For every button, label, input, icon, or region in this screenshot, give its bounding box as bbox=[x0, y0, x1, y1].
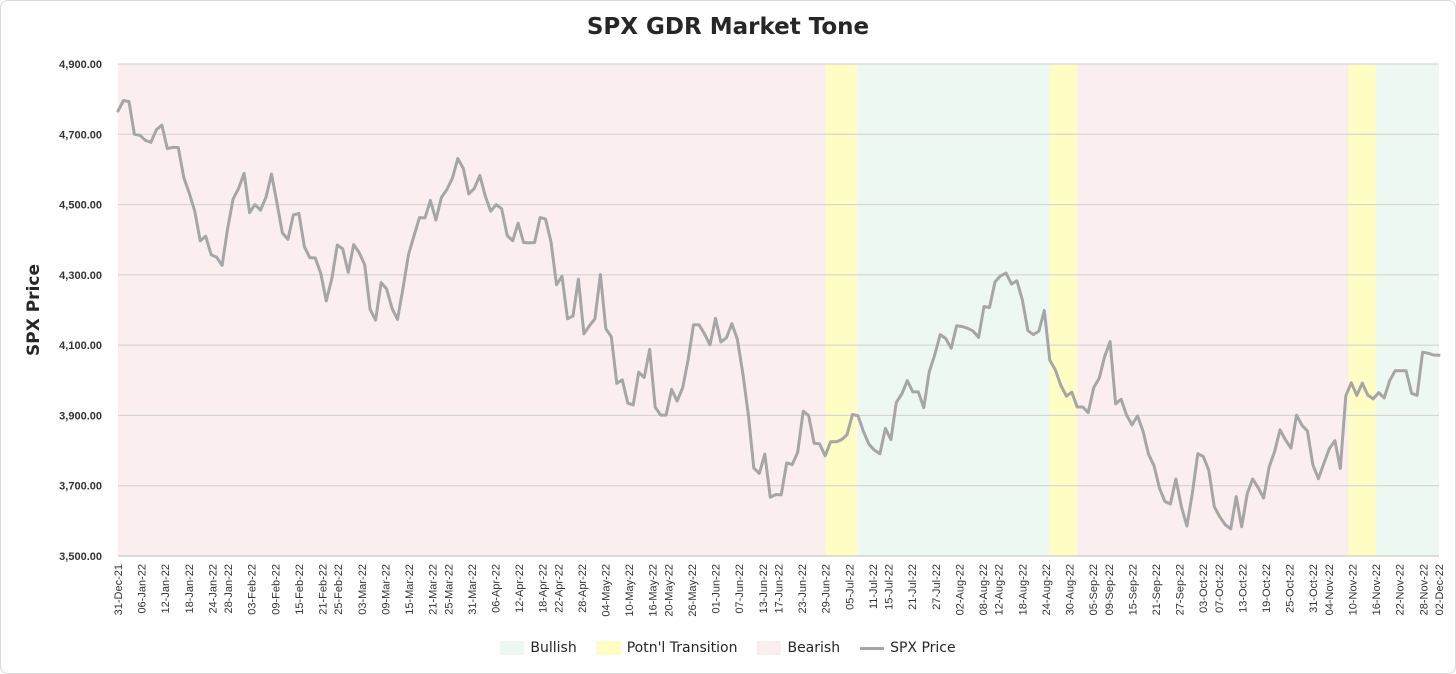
x-tick-label: 03-Oct-22 bbox=[1198, 564, 1210, 613]
x-tick-label: 31-Dec-21 bbox=[113, 564, 125, 615]
x-tick-label: 03-Feb-22 bbox=[247, 564, 259, 615]
x-tick-label: 18-Aug-22 bbox=[1017, 564, 1029, 615]
tone-regions bbox=[118, 64, 1439, 556]
x-tick-label: 02-Aug-22 bbox=[954, 564, 966, 615]
x-tick-label: 21-Sep-22 bbox=[1151, 564, 1163, 615]
x-tick-label: 02-Dec-22 bbox=[1434, 564, 1446, 615]
tone-region-bearish bbox=[118, 64, 826, 556]
x-axis-ticks: 31-Dec-21 06-Jan-22 12-Jan-22 18-Jan-22 24-J… bbox=[113, 564, 1446, 617]
x-tick-label: 13-Jun-22 bbox=[758, 564, 770, 614]
x-tick-label: 11-Jul-22 bbox=[868, 564, 880, 609]
x-tick-label: 27-Sep-22 bbox=[1175, 564, 1187, 615]
y-tick-label: 4,900.00 bbox=[59, 59, 102, 71]
x-tick-label: 21-Mar-22 bbox=[428, 564, 440, 615]
x-tick-label: 13-Oct-22 bbox=[1237, 564, 1249, 613]
x-tick-label: 28-Jan-22 bbox=[223, 564, 235, 614]
x-tick-label: 06-Apr-22 bbox=[490, 564, 502, 613]
x-tick-label: 06-Jan-22 bbox=[137, 564, 149, 614]
x-tick-label: 15-Mar-22 bbox=[404, 564, 416, 615]
legend-item-spx-price: SPX Price bbox=[860, 640, 956, 656]
x-tick-label: 05-Jul-22 bbox=[844, 564, 856, 610]
y-tick-label: 4,700.00 bbox=[59, 129, 102, 141]
x-tick-label: 09-Feb-22 bbox=[270, 564, 282, 615]
x-tick-label: 09-Mar-22 bbox=[380, 564, 392, 615]
x-tick-label: 17-Jun-22 bbox=[774, 564, 786, 614]
y-tick-label: 4,300.00 bbox=[59, 270, 102, 282]
x-tick-label: 04-May-22 bbox=[601, 564, 613, 617]
x-tick-label: 18-Jan-22 bbox=[184, 564, 196, 614]
series-layer bbox=[116, 99, 1441, 531]
tone-region-bullish bbox=[857, 64, 1050, 556]
series-line-spx-price bbox=[116, 99, 1441, 531]
y-tick-label: 3,500.00 bbox=[59, 551, 102, 563]
x-tick-label: 26-May-22 bbox=[687, 564, 699, 617]
x-tick-label: 21-Jul-22 bbox=[907, 564, 919, 610]
x-tick-label: 12-Aug-22 bbox=[994, 564, 1006, 615]
x-tick-label: 10-May-22 bbox=[624, 564, 636, 617]
tone-region-bullish bbox=[1376, 64, 1439, 556]
x-tick-label: 25-Oct-22 bbox=[1285, 564, 1297, 613]
x-tick-label: 07-Oct-22 bbox=[1214, 564, 1226, 613]
chart-title: SPX GDR Market Tone bbox=[586, 14, 870, 40]
x-tick-label: 01-Jun-22 bbox=[711, 564, 723, 614]
x-tick-label: 25-Feb-22 bbox=[333, 564, 345, 615]
x-tick-label: 24-Aug-22 bbox=[1041, 564, 1053, 615]
x-tick-label: 31-Mar-22 bbox=[467, 564, 479, 615]
tone-region-potn-l-transition bbox=[825, 64, 858, 556]
x-tick-label: 15-Sep-22 bbox=[1127, 564, 1139, 615]
x-tick-label: 20-May-22 bbox=[663, 564, 675, 617]
x-tick-label: 15-Feb-22 bbox=[294, 564, 306, 615]
legend: Bullish Potn'l Transition Bearish SPX Pr… bbox=[0, 640, 1456, 656]
legend-swatch-bearish bbox=[757, 641, 782, 655]
legend-item-transition: Potn'l Transition bbox=[596, 640, 738, 656]
x-tick-label: 12-Jan-22 bbox=[160, 564, 172, 614]
x-tick-label: 03-Mar-22 bbox=[357, 564, 369, 615]
x-tick-label: 22-Apr-22 bbox=[553, 564, 565, 613]
x-tick-label: 24-Jan-22 bbox=[207, 564, 219, 614]
x-tick-label: 25-Mar-22 bbox=[443, 564, 455, 615]
x-tick-label: 21-Feb-22 bbox=[317, 564, 329, 615]
y-tick-label: 3,700.00 bbox=[59, 481, 102, 493]
tone-region-bearish bbox=[1077, 64, 1349, 556]
x-tick-label: 15-Jul-22 bbox=[884, 564, 896, 610]
x-tick-label: 18-Apr-22 bbox=[538, 564, 550, 613]
tone-region-potn-l-transition bbox=[1348, 64, 1377, 556]
grid-lines bbox=[118, 63, 1439, 557]
y-tick-label: 4,100.00 bbox=[59, 340, 102, 352]
x-tick-label: 31-Oct-22 bbox=[1308, 564, 1320, 613]
legend-label-transition: Potn'l Transition bbox=[626, 640, 738, 656]
x-tick-label: 08-Aug-22 bbox=[978, 564, 990, 615]
x-tick-label: 12-Apr-22 bbox=[514, 564, 526, 613]
x-tick-label: 23-Jun-22 bbox=[797, 564, 809, 614]
y-tick-label: 4,500.00 bbox=[59, 200, 102, 212]
legend-item-bearish: Bearish bbox=[757, 640, 840, 656]
x-tick-label: 16-May-22 bbox=[648, 564, 660, 617]
legend-label-bullish: Bullish bbox=[530, 640, 577, 656]
x-tick-label: 27-Jul-22 bbox=[931, 564, 943, 610]
y-tick-label: 3,900.00 bbox=[59, 410, 102, 422]
legend-label-bearish: Bearish bbox=[787, 640, 841, 656]
x-tick-label: 10-Nov-22 bbox=[1348, 564, 1360, 615]
legend-label-spx-price: SPX Price bbox=[890, 640, 956, 656]
x-tick-label: 04-Nov-22 bbox=[1324, 564, 1336, 615]
x-tick-label: 07-Jun-22 bbox=[734, 564, 746, 614]
legend-swatch-bullish bbox=[500, 641, 525, 655]
x-tick-label: 09-Sep-22 bbox=[1104, 564, 1116, 615]
x-tick-label: 30-Aug-22 bbox=[1064, 564, 1076, 615]
x-tick-label: 16-Nov-22 bbox=[1371, 564, 1383, 615]
x-tick-label: 19-Oct-22 bbox=[1261, 564, 1273, 613]
legend-swatch-transition bbox=[596, 641, 621, 655]
x-tick-label: 29-Jun-22 bbox=[821, 564, 833, 614]
legend-item-bullish: Bullish bbox=[500, 640, 577, 656]
x-tick-label: 22-Nov-22 bbox=[1395, 564, 1407, 615]
x-tick-label: 28-Nov-22 bbox=[1418, 564, 1430, 615]
tone-region-potn-l-transition bbox=[1049, 64, 1078, 556]
x-tick-label: 05-Sep-22 bbox=[1088, 564, 1100, 615]
y-axis-ticks: 3,500.00 3,700.00 3,900.00 4,100.00 4,300.00… bbox=[59, 59, 102, 563]
legend-swatch-spx-price bbox=[860, 646, 885, 650]
x-tick-label: 28-Apr-22 bbox=[577, 564, 589, 613]
